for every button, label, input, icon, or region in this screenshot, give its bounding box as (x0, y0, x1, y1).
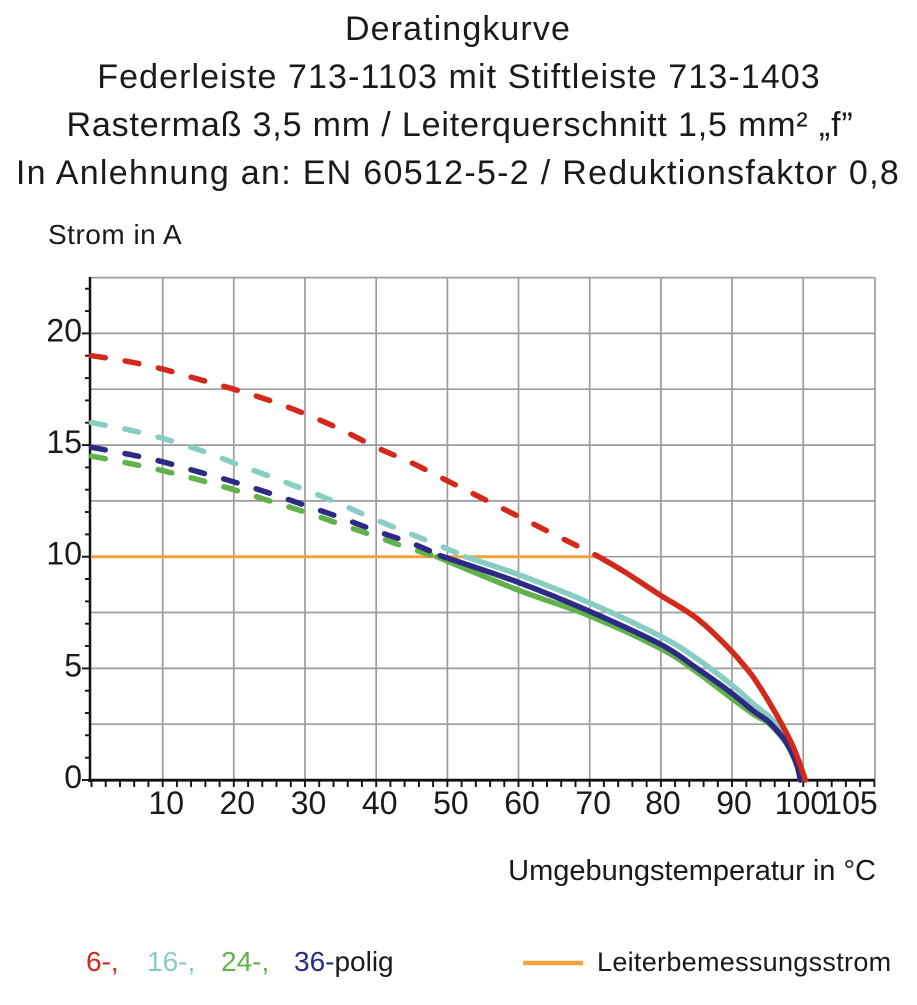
svg-text:24-,: 24-, (221, 946, 269, 977)
svg-text:20: 20 (220, 785, 256, 821)
svg-text:Leiterbemessungsstrom: Leiterbemessungsstrom (597, 947, 891, 977)
svg-text:40: 40 (362, 785, 398, 821)
svg-text:Rastermaß 3,5 mm / Leiterquers: Rastermaß 3,5 mm / Leiterquerschnitt 1,5… (66, 106, 853, 144)
svg-text:0: 0 (64, 759, 82, 795)
svg-text:16-,: 16-, (147, 946, 195, 977)
svg-text:90: 90 (716, 785, 752, 821)
svg-text:105: 105 (824, 785, 877, 821)
svg-text:50: 50 (433, 785, 469, 821)
svg-text:10: 10 (148, 785, 184, 821)
svg-text:10: 10 (46, 536, 82, 572)
svg-text:Umgebungstemperatur in °C: Umgebungstemperatur in °C (508, 855, 876, 887)
svg-text:Strom in A: Strom in A (48, 219, 182, 250)
svg-text:60: 60 (504, 785, 540, 821)
svg-text:20: 20 (46, 312, 82, 348)
svg-text:6-,: 6-, (86, 946, 119, 977)
svg-text:30: 30 (291, 785, 327, 821)
svg-text:Federleiste 713-1103 mit Stift: Federleiste 713-1103 mit Stiftleiste 713… (97, 58, 821, 96)
svg-text:In Anlehnung an: EN 60512-5-2: In Anlehnung an: EN 60512-5-2 / Reduktio… (16, 154, 900, 192)
svg-text:15: 15 (46, 424, 82, 460)
svg-text:80: 80 (645, 785, 681, 821)
svg-text:Deratingkurve: Deratingkurve (345, 10, 571, 48)
svg-text:36-polig: 36-polig (294, 946, 394, 977)
svg-text:70: 70 (575, 785, 611, 821)
svg-text:100: 100 (775, 785, 828, 821)
svg-text:5: 5 (64, 647, 82, 683)
